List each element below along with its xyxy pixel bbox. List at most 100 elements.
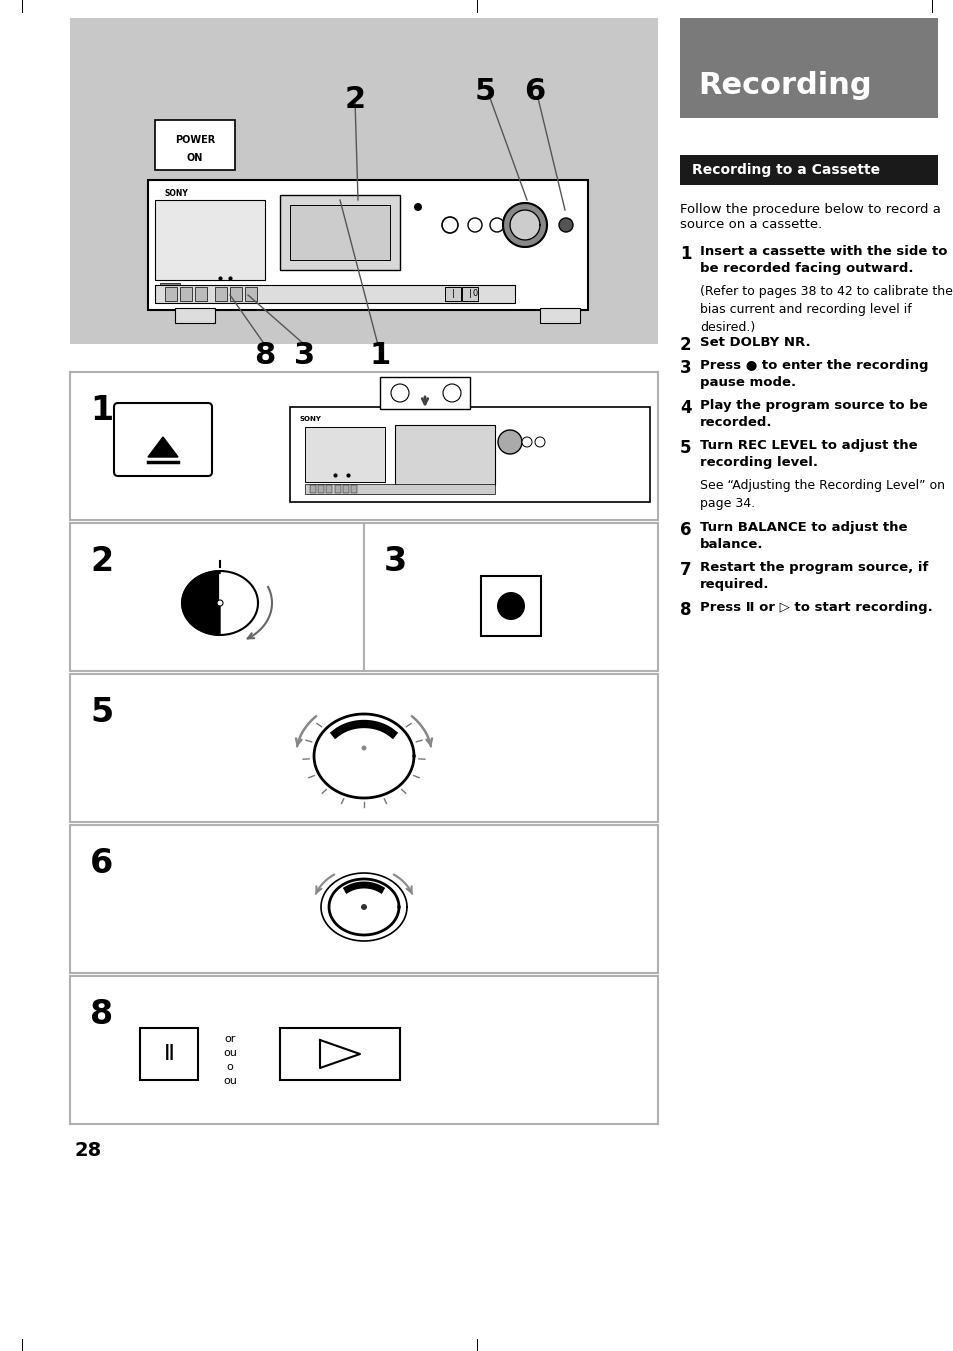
Text: 5: 5 — [90, 696, 113, 730]
Bar — [317, 485, 324, 493]
Bar — [154, 200, 265, 280]
Bar — [174, 308, 214, 323]
Circle shape — [535, 436, 544, 447]
Text: See “Adjusting the Recording Level” on
page 34.: See “Adjusting the Recording Level” on p… — [700, 480, 944, 509]
Text: Set DOLBY NR.: Set DOLBY NR. — [700, 336, 810, 349]
Text: Recording to a Cassette: Recording to a Cassette — [691, 163, 880, 177]
Text: 7: 7 — [679, 561, 691, 580]
Text: Ⅱ: Ⅱ — [163, 1044, 174, 1065]
FancyBboxPatch shape — [113, 403, 212, 476]
Text: 6: 6 — [90, 847, 113, 880]
Polygon shape — [148, 436, 178, 457]
Text: 2: 2 — [344, 85, 365, 115]
Text: 1: 1 — [679, 245, 691, 263]
Bar — [245, 286, 256, 301]
Bar — [214, 286, 227, 301]
Text: Press Ⅱ or ▷ to start recording.: Press Ⅱ or ▷ to start recording. — [700, 601, 932, 613]
Polygon shape — [510, 209, 539, 240]
Circle shape — [490, 218, 503, 232]
Text: |: | — [451, 289, 454, 299]
Text: Turn BALANCE to adjust the
balance.: Turn BALANCE to adjust the balance. — [700, 521, 906, 551]
Text: ou: ou — [223, 1075, 236, 1086]
Bar — [310, 485, 315, 493]
Bar — [194, 286, 207, 301]
Text: or: or — [224, 1034, 235, 1044]
Text: Press ● to enter the recording
pause mode.: Press ● to enter the recording pause mod… — [700, 359, 927, 389]
Circle shape — [468, 218, 481, 232]
Bar — [165, 286, 177, 301]
Circle shape — [361, 746, 366, 751]
Text: (Refer to pages 38 to 42 to calibrate the
bias current and recording level if
de: (Refer to pages 38 to 42 to calibrate th… — [700, 285, 952, 334]
Text: Follow the procedure below to record a
source on a cassette.: Follow the procedure below to record a s… — [679, 203, 940, 231]
Text: 2: 2 — [679, 336, 691, 354]
Text: 2: 2 — [90, 544, 113, 578]
Bar — [280, 1028, 399, 1079]
Bar — [364, 523, 658, 671]
Circle shape — [558, 218, 573, 232]
Bar — [70, 372, 658, 520]
Circle shape — [360, 904, 367, 911]
Bar — [70, 825, 658, 973]
Text: SONY: SONY — [299, 416, 321, 422]
Bar — [70, 523, 364, 671]
Text: Turn REC LEVEL to adjust the
recording level.: Turn REC LEVEL to adjust the recording l… — [700, 439, 917, 469]
Text: Play the program source to be
recorded.: Play the program source to be recorded. — [700, 399, 926, 430]
Circle shape — [497, 592, 524, 620]
Text: 5: 5 — [679, 439, 691, 457]
Circle shape — [414, 203, 421, 211]
Bar — [305, 427, 385, 482]
Text: Recording: Recording — [698, 70, 871, 100]
Bar — [70, 674, 658, 821]
Text: Restart the program source, if
required.: Restart the program source, if required. — [700, 561, 927, 590]
Bar — [140, 1028, 198, 1079]
Bar — [379, 377, 470, 409]
Polygon shape — [182, 571, 220, 635]
Text: POWER: POWER — [174, 135, 214, 145]
Bar — [154, 120, 234, 170]
Bar — [305, 484, 495, 494]
Text: o: o — [227, 1062, 233, 1071]
Circle shape — [497, 430, 521, 454]
Text: ou: ou — [223, 1048, 236, 1058]
Polygon shape — [329, 880, 398, 935]
Text: Insert a cassette with the side to
be recorded facing outward.: Insert a cassette with the side to be re… — [700, 245, 946, 276]
Polygon shape — [314, 713, 414, 798]
Text: 1: 1 — [90, 394, 113, 427]
Circle shape — [391, 384, 409, 403]
Circle shape — [521, 436, 532, 447]
Text: 3: 3 — [384, 544, 407, 578]
Bar — [395, 426, 495, 485]
Text: 6: 6 — [679, 521, 691, 539]
Bar — [444, 286, 460, 301]
Text: 8: 8 — [90, 998, 113, 1031]
Bar — [461, 286, 477, 301]
Bar — [290, 205, 390, 259]
Circle shape — [216, 600, 223, 607]
Text: 3: 3 — [294, 340, 315, 370]
Circle shape — [441, 218, 457, 232]
FancyBboxPatch shape — [480, 576, 540, 636]
Bar — [148, 180, 587, 309]
Polygon shape — [182, 571, 257, 635]
Text: 4: 4 — [679, 399, 691, 417]
Circle shape — [442, 384, 460, 403]
Text: SONY: SONY — [165, 189, 189, 199]
Bar — [280, 195, 399, 270]
Text: |: | — [468, 289, 471, 299]
Text: 0: 0 — [472, 289, 477, 299]
Bar — [343, 485, 349, 493]
Text: ON: ON — [187, 153, 203, 163]
Bar — [679, 18, 937, 118]
Bar — [679, 155, 937, 185]
Bar — [70, 18, 658, 345]
Bar — [160, 282, 180, 293]
Polygon shape — [502, 203, 546, 247]
Bar — [70, 975, 658, 1124]
Text: 28: 28 — [75, 1142, 102, 1161]
Bar — [230, 286, 242, 301]
Text: 3: 3 — [679, 359, 691, 377]
Text: 8: 8 — [254, 340, 275, 370]
Text: 5: 5 — [474, 77, 496, 107]
Bar — [180, 286, 192, 301]
Bar — [154, 285, 515, 303]
